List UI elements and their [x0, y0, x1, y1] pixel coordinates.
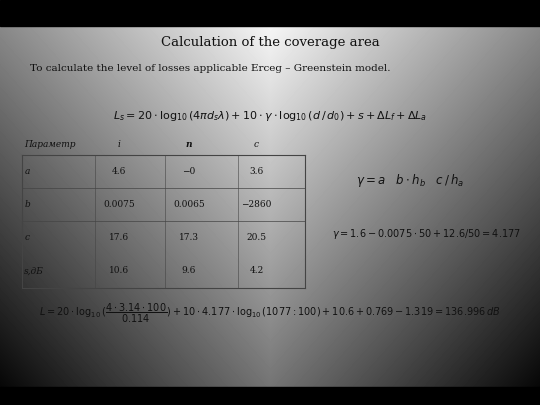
- Text: $\gamma = 1.6 - 0.0075 \cdot 50 + 12.6/50 = 4.177$: $\gamma = 1.6 - 0.0075 \cdot 50 + 12.6/5…: [332, 227, 521, 241]
- Text: 20.5: 20.5: [246, 233, 267, 242]
- Text: c: c: [24, 233, 29, 242]
- Text: i: i: [117, 140, 120, 149]
- Text: n: n: [186, 140, 192, 149]
- Text: c: c: [254, 140, 259, 149]
- Text: 0.0075: 0.0075: [103, 200, 134, 209]
- Text: a: a: [24, 167, 30, 176]
- Text: $L_s = 20 \cdot \log_{10}(4\pi d_s \lambda) + 10 \cdot \gamma \cdot \log_{10}(d\: $L_s = 20 \cdot \log_{10}(4\pi d_s \lamb…: [113, 109, 427, 124]
- Text: s,дБ: s,дБ: [24, 266, 44, 275]
- Text: Calculation of the coverage area: Calculation of the coverage area: [160, 36, 380, 49]
- Text: To calculate the level of losses applicable Erceg – Greenstein model.: To calculate the level of losses applica…: [30, 64, 390, 72]
- Text: 17.6: 17.6: [109, 233, 129, 242]
- Text: 3.6: 3.6: [249, 167, 264, 176]
- Text: 9.6: 9.6: [182, 266, 196, 275]
- Text: 4.2: 4.2: [249, 266, 264, 275]
- Text: 4.6: 4.6: [112, 167, 126, 176]
- Text: Параметр: Параметр: [24, 140, 76, 149]
- Bar: [0, 387, 540, 405]
- Text: 10.6: 10.6: [109, 266, 129, 275]
- Bar: [0, 0, 540, 26]
- Text: $L = 20 \cdot \log_{10}(\dfrac{4 \cdot 3.14 \cdot 100}{0.114}) + 10 \cdot 4.177 : $L = 20 \cdot \log_{10}(\dfrac{4 \cdot 3…: [39, 302, 501, 325]
- Text: 0.0065: 0.0065: [173, 200, 205, 209]
- Text: −0: −0: [183, 167, 195, 176]
- Text: $\gamma = a$   $b \cdot h_b$   $c\,/\,h_a$: $\gamma = a$ $b \cdot h_b$ $c\,/\,h_a$: [356, 172, 464, 189]
- Text: 17.3: 17.3: [179, 233, 199, 242]
- Text: b: b: [24, 200, 30, 209]
- Text: −2860: −2860: [241, 200, 272, 209]
